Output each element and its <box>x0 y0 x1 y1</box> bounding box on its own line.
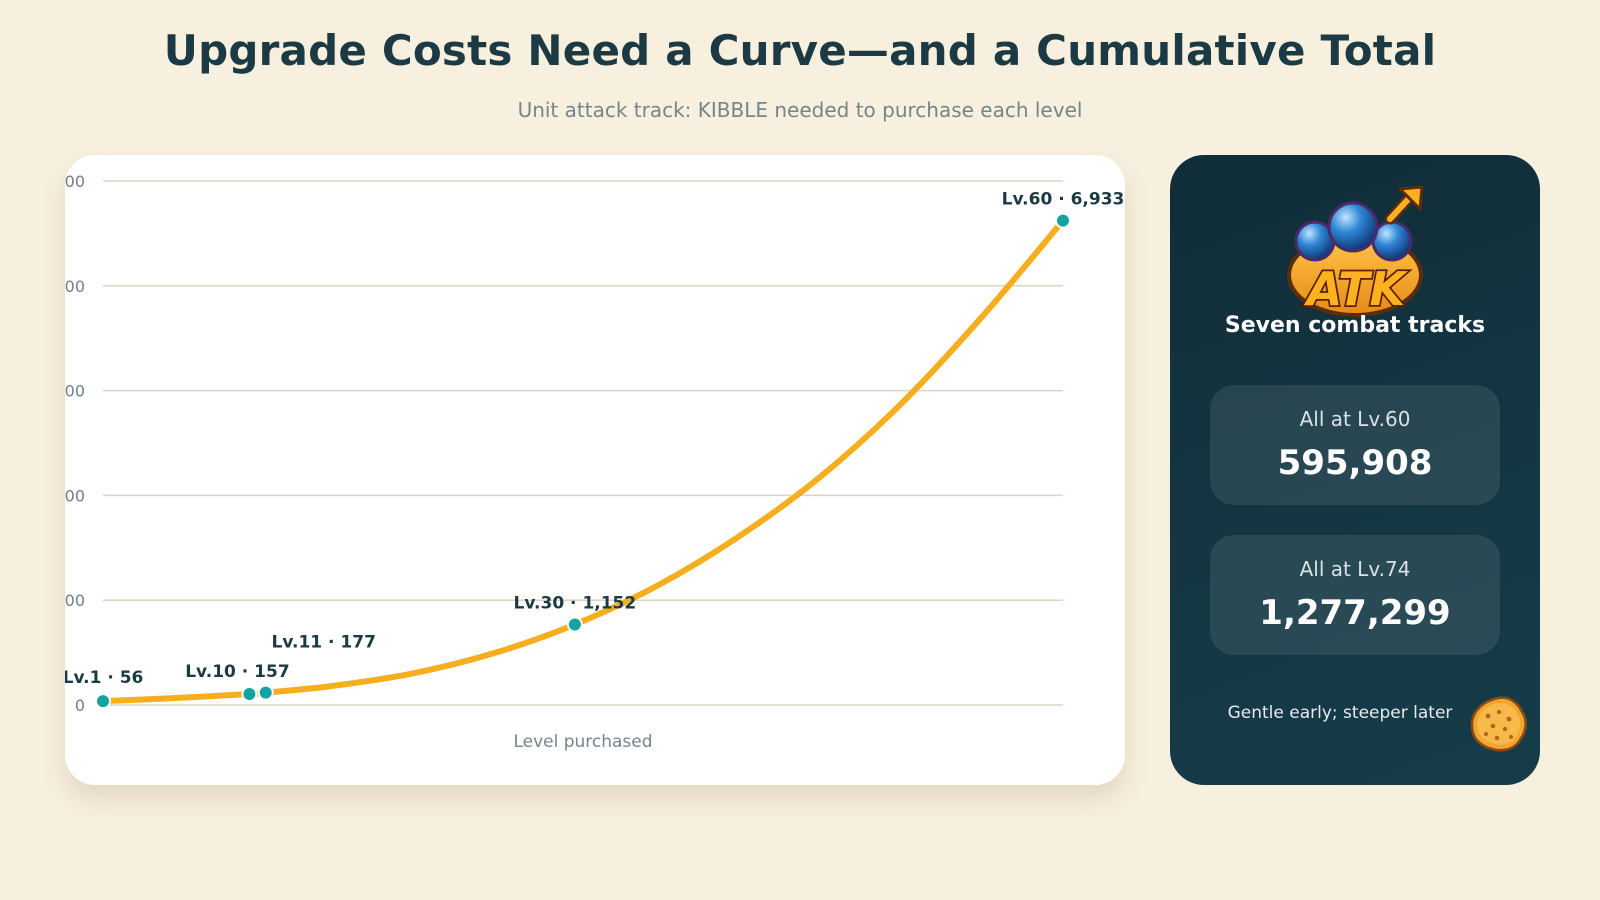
data-point-lv30 <box>566 616 583 633</box>
badge-text: ATK <box>1304 262 1409 316</box>
kibble-coin-icon <box>1466 692 1530 756</box>
y-axis-ticks: 0 1,500 3,000 4,500 6,000 7,500 <box>65 172 85 715</box>
stat-label: All at Lv.60 <box>1299 407 1411 431</box>
summary-panel: ATK Seven combat tracks All at Lv.60 595… <box>1170 155 1540 785</box>
data-point-lv60 <box>1055 212 1071 229</box>
point-label-lv60: Lv.60 · 6,933 <box>1002 190 1125 210</box>
chart-grid <box>103 180 1063 706</box>
point-labels: Lv.1 · 56 Lv.10 · 157 Lv.11 · 177 Lv.30 · 1… <box>65 190 1124 688</box>
y-tick-label: 3,000 <box>65 486 85 505</box>
point-label-lv30: Lv.30 · 1,152 <box>514 594 637 614</box>
side-footnote: Gentle early; steeper later <box>1227 703 1453 723</box>
stat-value: 1,277,299 <box>1259 593 1451 633</box>
page-subtitle: Unit attack track: KIBBLE needed to purc… <box>517 98 1083 122</box>
x-axis-label: Level purchased <box>513 732 652 752</box>
attack-upgrade-badge-icon: ATK <box>1280 183 1430 323</box>
y-tick-label: 1,500 <box>65 591 85 610</box>
y-tick-label: 4,500 <box>65 382 85 401</box>
page-title: Upgrade Costs Need a Curve—and a Cumulat… <box>163 26 1437 75</box>
point-label-lv1: Lv.1 · 56 <box>65 668 143 688</box>
stat-label: All at Lv.74 <box>1299 557 1411 581</box>
chart-card: 01,5003,0004,5006,0007,500 Lv.1 · 56Lv.1… <box>65 155 1125 785</box>
stat-value: 595,908 <box>1277 443 1433 483</box>
y-tick-label: 0 <box>75 696 85 715</box>
data-point-lv10 <box>241 686 258 703</box>
side-heading: Seven combat tracks <box>1224 313 1486 338</box>
data-point-lv1 <box>95 693 111 710</box>
upgrade-cost-chart: 01,5003,0004,5006,0007,500 Lv.1 · 56Lv.1… <box>65 172 1124 752</box>
point-label-lv11: Lv.11 · 177 <box>271 633 375 653</box>
cost-curve-line <box>100 217 1066 705</box>
y-tick-label: 7,500 <box>65 172 85 191</box>
point-label-lv10: Lv.10 · 157 <box>185 662 289 682</box>
cost-curve <box>100 217 1066 705</box>
highlighted-points <box>95 212 1071 710</box>
data-point-lv11 <box>257 684 274 701</box>
stat-box-lv74: All at Lv.74 1,277,299 <box>1210 535 1500 655</box>
y-tick-label: 6,000 <box>65 277 85 296</box>
stat-box-lv60: All at Lv.60 595,908 <box>1210 385 1500 505</box>
